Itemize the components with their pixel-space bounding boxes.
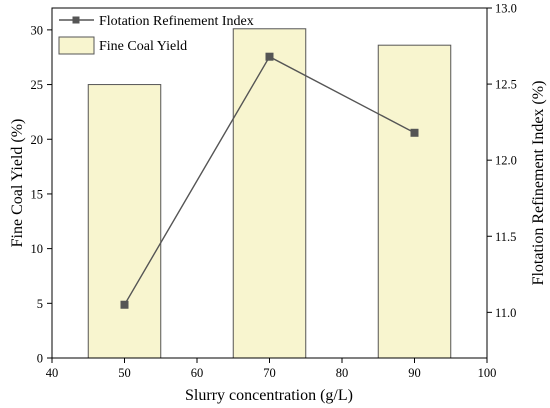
legend-label-flotation-index: Flotation Refinement Index	[99, 14, 254, 29]
right-axis-title: Flotation Refinement Index (%)	[530, 81, 547, 286]
left-axis-title: Fine Coal Yield (%)	[9, 119, 26, 248]
left-tick-label-5: 5	[37, 297, 43, 311]
marker-flotation-index-50	[120, 300, 129, 309]
legend-label-fine-coal-yield: Fine Coal Yield	[99, 39, 187, 54]
marker-flotation-index-90	[410, 128, 419, 137]
right-tick-label-11: 11.0	[495, 306, 516, 320]
x-tick-label-40: 40	[46, 366, 59, 380]
x-tick-label-50: 50	[118, 366, 131, 380]
left-tick-label-30: 30	[31, 23, 44, 37]
x-tick-label-90: 90	[408, 366, 421, 380]
x-axis-ticks: 40 50 60 70 80 90 100	[46, 358, 497, 380]
left-tick-label-20: 20	[31, 133, 44, 147]
left-tick-label-0: 0	[37, 352, 43, 366]
bar-fine-coal-yield-70	[232, 28, 307, 359]
right-axis-ticks: 11.0 11.5 12.0 12.5 13.0	[487, 2, 517, 320]
right-tick-label-11.5: 11.5	[495, 230, 516, 244]
bar-fine-coal-yield-50	[87, 84, 162, 359]
bar-group	[87, 28, 452, 359]
left-tick-label-15: 15	[31, 187, 44, 201]
marker-group	[120, 52, 419, 309]
x-tick-label-80: 80	[336, 366, 349, 380]
left-tick-label-10: 10	[31, 242, 44, 256]
x-tick-label-100: 100	[478, 366, 497, 380]
right-tick-label-12.5: 12.5	[495, 78, 517, 92]
right-tick-label-12: 12.0	[495, 154, 517, 168]
marker-flotation-index-70	[265, 52, 274, 61]
legend-bar-swatch	[58, 36, 95, 55]
right-tick-label-13: 13.0	[495, 2, 517, 16]
bar-fine-coal-yield-90	[377, 44, 452, 359]
x-tick-label-70: 70	[263, 366, 276, 380]
left-axis-ticks: 0 5 10 15 20 25 30	[31, 23, 52, 366]
left-tick-label-25: 25	[31, 78, 44, 92]
legend-line-marker	[72, 16, 80, 24]
legend: Flotation Refinement Index Fine Coal Yie…	[58, 14, 254, 55]
x-axis-title: Slurry concentration (g/L)	[185, 387, 353, 404]
x-tick-label-60: 60	[191, 366, 204, 380]
